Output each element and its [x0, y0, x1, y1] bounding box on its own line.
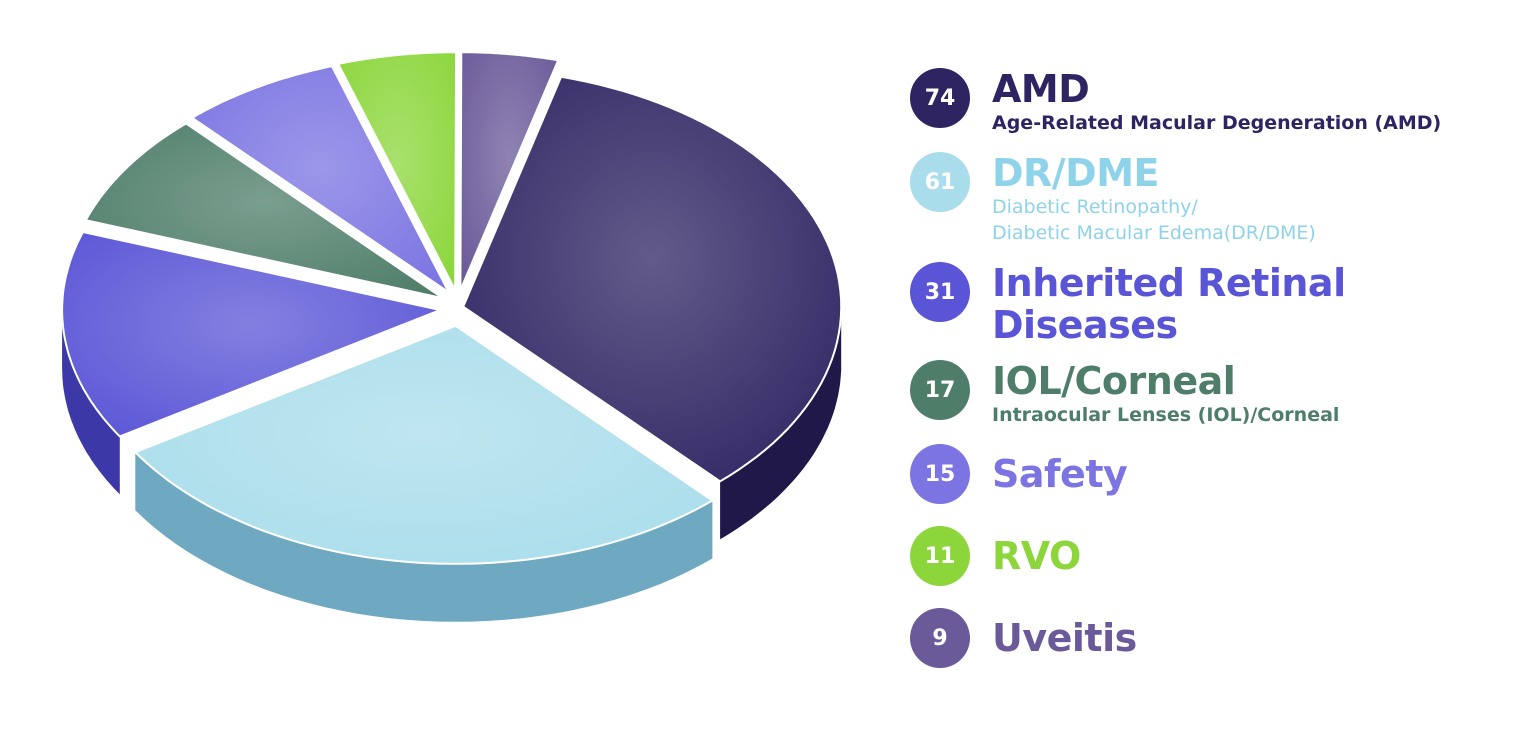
legend-title-amd: AMD [992, 67, 1090, 111]
slice-side-drdme [135, 452, 713, 622]
legend-text-safety: Safety [992, 444, 1128, 496]
slice-side-amd [720, 306, 842, 540]
legend-title-safety: Safety [992, 452, 1128, 496]
slice-ird [61, 230, 444, 438]
legend-item-ird: 31 Inherited Retinal Diseases [910, 262, 1346, 346]
pie-chart [61, 51, 843, 622]
legend-text-ird: Inherited Retinal Diseases [992, 262, 1346, 346]
legend-item-iol: 17 IOL/Corneal Intraocular Lenses (IOL)/… [910, 360, 1339, 428]
badge-drdme: 61 [910, 152, 970, 212]
legend-text-iol: IOL/Corneal Intraocular Lenses (IOL)/Cor… [992, 360, 1339, 428]
legend-item-drdme: 61 DR/DME Diabetic Retinopathy/ Diabetic… [910, 152, 1316, 246]
badge-ird: 31 [910, 262, 970, 322]
badge-amd: 74 [910, 68, 970, 128]
legend-sub-drdme-line1: Diabetic Retinopathy/ [992, 196, 1198, 218]
legend-text-rvo: RVO [992, 526, 1081, 577]
pie-tops [61, 51, 843, 565]
legend-item-amd: 74 AMD Age-Related Macular Degeneration … [910, 68, 1441, 136]
legend-item-rvo: 11 RVO [910, 526, 1081, 586]
legend-sub-iol: Intraocular Lenses (IOL)/Corneal [992, 404, 1340, 426]
slice-drdme [133, 324, 715, 565]
legend-sub-drdme-line2: Diabetic Macular Edema(DR/DME) [992, 222, 1316, 244]
legend-title-drdme: DR/DME [992, 151, 1159, 195]
badge-safety: 15 [910, 444, 970, 504]
slice-amd [461, 75, 843, 483]
legend-title-iol: IOL/Corneal [992, 359, 1236, 403]
legend-title-uveitis: Uveitis [992, 616, 1137, 660]
legend-title-rvo: RVO [992, 534, 1081, 578]
slice-uveitis [459, 51, 560, 291]
badge-uveitis: 9 [910, 608, 970, 668]
legend-sub-amd: Age-Related Macular Degeneration (AMD) [992, 112, 1442, 134]
legend-text-uveitis: Uveitis [992, 608, 1137, 659]
slice-rvo [336, 51, 458, 291]
legend-text-amd: AMD Age-Related Macular Degeneration (AM… [992, 68, 1441, 136]
badge-rvo: 11 [910, 526, 970, 586]
legend-item-uveitis: 9 Uveitis [910, 608, 1137, 668]
legend-title-ird-line1: Inherited Retinal [992, 261, 1346, 305]
legend-text-drdme: DR/DME Diabetic Retinopathy/ Diabetic Ma… [992, 152, 1316, 246]
slice-iol [84, 122, 444, 300]
slice-safety [190, 65, 450, 294]
legend: 74 AMD Age-Related Macular Degeneration … [910, 0, 1510, 738]
badge-iol: 17 [910, 360, 970, 420]
legend-item-safety: 15 Safety [910, 444, 1128, 504]
legend-title-ird-line2: Diseases [992, 303, 1178, 347]
